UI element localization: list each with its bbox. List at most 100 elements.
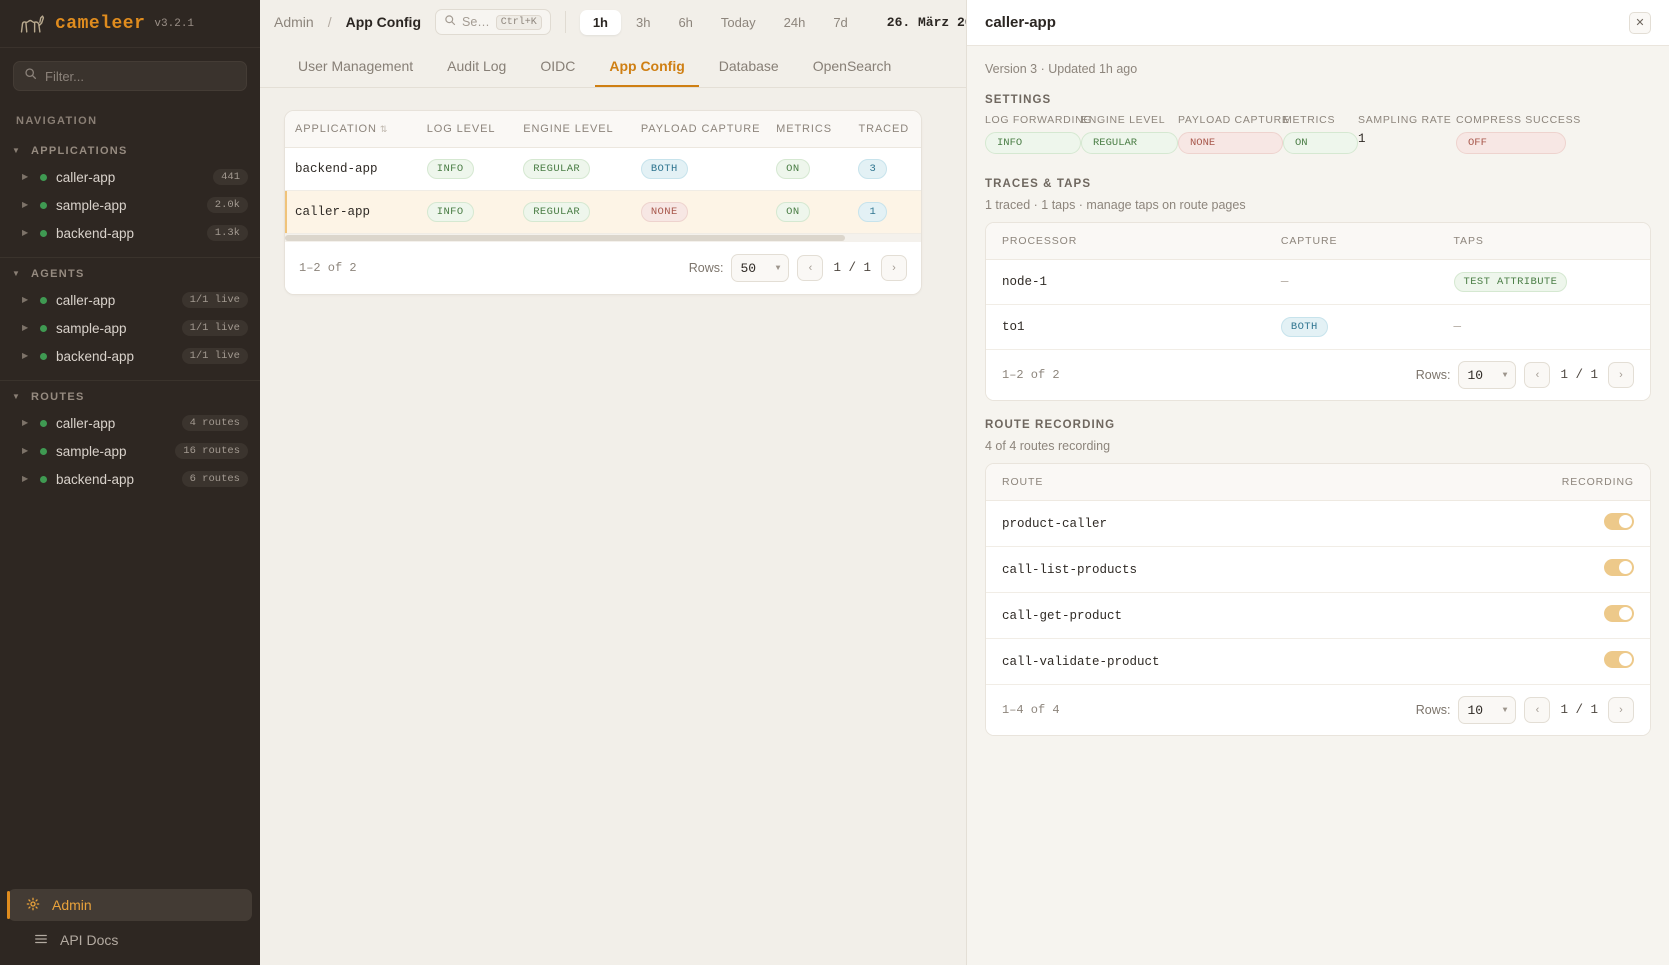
traces-table-footer: 1–2 of 2 Rows: 10 ▼ ‹ 1 / 1 › [986, 350, 1650, 400]
nav-group-routes: ▼ ROUTES ▶ caller-app 4 routes ▶ sample-… [0, 381, 260, 503]
camel-icon [18, 12, 46, 36]
nav-group-header-agents[interactable]: ▼ AGENTS [0, 258, 260, 286]
rows-per-page-value: 50 [740, 260, 757, 276]
prev-page-button[interactable]: ‹ [1524, 697, 1551, 723]
engine-level-badge: REGULAR [523, 159, 591, 179]
recording-toggle[interactable] [1604, 513, 1634, 530]
table-row[interactable]: call-validate-product [986, 638, 1650, 685]
route-recording-panel: ROUTE RECORDING product-caller [985, 463, 1651, 736]
chevron-right-icon: ▶ [22, 295, 29, 304]
sidebar-item-app-sample-app[interactable]: ▶ sample-app 2.0k [0, 191, 260, 219]
sidebar-item-badge: 1/1 live [181, 348, 248, 364]
log-level-badge: INFO [426, 202, 474, 222]
search-icon [24, 67, 37, 85]
next-page-button[interactable]: › [1608, 362, 1634, 388]
nav-group-agents: ▼ AGENTS ▶ caller-app 1/1 live ▶ sample-… [0, 258, 260, 381]
status-dot [40, 173, 47, 181]
page-indicator: 1 / 1 [833, 261, 871, 275]
range-today[interactable]: Today [720, 14, 756, 30]
sidebar-item-admin[interactable]: Admin [7, 889, 252, 921]
sidebar-item-agent-backend-app[interactable]: ▶ backend-app 1/1 live [0, 342, 260, 370]
tab-app-config[interactable]: App Config [595, 50, 699, 87]
sidebar-item-label: caller-app [56, 169, 116, 185]
rows-per-page-select[interactable]: 10 ▼ [1458, 696, 1517, 724]
table-row[interactable]: to1 BOTH — [986, 304, 1650, 350]
col-engine-level[interactable]: ENGINE LEVEL [513, 111, 631, 148]
status-dot [40, 296, 47, 304]
brand[interactable]: cameleer v3.2.1 [0, 0, 260, 48]
sidebar-item-route-sample-app[interactable]: ▶ sample-app 16 routes [0, 437, 260, 465]
chevron-right-icon: ▶ [22, 323, 29, 332]
prev-page-button[interactable]: ‹ [1524, 362, 1551, 388]
cell-metrics: ON [766, 147, 849, 191]
range-7d[interactable]: 7d [833, 14, 848, 30]
col-payload-capture[interactable]: PAYLOAD CAPTURE [630, 111, 767, 148]
traces-section-note: 1 traced · 1 taps · manage taps on route… [985, 198, 1246, 212]
horizontal-scrollbar[interactable] [285, 234, 921, 242]
nav-group-header-routes[interactable]: ▼ ROUTES [0, 381, 260, 409]
nav-group-header-applications[interactable]: ▼ APPLICATIONS [0, 135, 260, 163]
table-row[interactable]: backend-app INFO REGULAR BOTH O [285, 147, 921, 191]
cell-recording [1450, 592, 1650, 639]
table-row[interactable]: call-list-products [986, 546, 1650, 593]
table-row[interactable]: node-1 — TEST ATTRIBUTE [986, 259, 1650, 305]
col-application[interactable]: APPLICATION ⇅ [285, 111, 417, 148]
setting-label: PAYLOAD CAPTURE [1178, 114, 1290, 126]
rows-per-page-label: Rows: [1415, 368, 1451, 382]
sidebar-item-label: backend-app [56, 471, 135, 487]
status-dot [40, 447, 47, 455]
col-processor: PROCESSOR [986, 223, 1265, 260]
table-row[interactable]: product-caller [986, 500, 1650, 547]
sidebar-item-api-docs[interactable]: API Docs [8, 925, 252, 955]
breadcrumb-root[interactable]: Admin [274, 14, 314, 30]
tab-opensearch[interactable]: OpenSearch [812, 58, 892, 74]
global-search[interactable]: Se… Ctrl+K [435, 9, 551, 35]
recording-toggle[interactable] [1604, 651, 1634, 668]
sidebar-item-app-caller-app[interactable]: ▶ caller-app 441 [0, 163, 260, 191]
sidebar-item-label: sample-app [56, 320, 127, 336]
traces-section-title: TRACES & TAPS [985, 178, 1092, 190]
table-row[interactable]: caller-app INFO REGULAR NONE ON [285, 190, 921, 234]
tab-user-management[interactable]: User Management [298, 58, 414, 74]
col-taps[interactable]: TAPS [921, 111, 922, 148]
chevron-down-icon: ▼ [1502, 370, 1508, 380]
tab-audit-log[interactable]: Audit Log [447, 58, 507, 74]
rows-per-page-select[interactable]: 50 ▼ [731, 254, 790, 282]
range-3h[interactable]: 3h [635, 14, 651, 30]
close-icon[interactable]: ✕ [1629, 11, 1651, 34]
setting-label: SAMPLING RATE [1358, 114, 1452, 126]
divider [564, 11, 566, 33]
next-page-button[interactable]: › [881, 255, 907, 281]
sidebar-item-agent-caller-app[interactable]: ▶ caller-app 1/1 live [0, 286, 260, 314]
content-area: APPLICATION ⇅ LOG LEVEL ENGINE LEVEL PAYL… [260, 88, 1669, 965]
tab-database[interactable]: Database [718, 58, 779, 74]
filter-input[interactable] [45, 68, 236, 84]
setting-metrics: METRICS ON [1283, 114, 1358, 154]
rows-per-page-select[interactable]: 10 ▼ [1458, 361, 1517, 389]
tab-oidc[interactable]: OIDC [540, 58, 576, 74]
nav-group-label: APPLICATIONS [31, 145, 128, 157]
prev-page-button[interactable]: ‹ [797, 255, 824, 281]
tap-badge: TEST ATTRIBUTE [1453, 272, 1568, 292]
range-1h[interactable]: 1h [579, 9, 621, 35]
next-page-button[interactable]: › [1608, 697, 1634, 723]
sidebar-item-route-caller-app[interactable]: ▶ caller-app 4 routes [0, 409, 260, 437]
recording-toggle[interactable] [1604, 559, 1634, 576]
rows-per-page-value: 10 [1467, 367, 1484, 383]
cell-recording [1450, 500, 1650, 547]
filter-box[interactable] [13, 61, 247, 91]
sidebar-item-agent-sample-app[interactable]: ▶ sample-app 1/1 live [0, 314, 260, 342]
recording-toggle[interactable] [1604, 605, 1634, 622]
status-dot [40, 201, 47, 209]
cell-processor: to1 [986, 304, 1265, 350]
setting-value-badge: INFO [985, 132, 1081, 154]
range-6h[interactable]: 6h [678, 14, 693, 30]
col-log-level[interactable]: LOG LEVEL [416, 111, 514, 148]
sidebar-item-route-backend-app[interactable]: ▶ backend-app 6 routes [0, 465, 260, 493]
sidebar-item-app-backend-app[interactable]: ▶ backend-app 1.3k [0, 219, 260, 247]
col-traced[interactable]: TRACED [848, 111, 921, 148]
col-metrics[interactable]: METRICS [766, 111, 849, 148]
table-row[interactable]: call-get-product [986, 592, 1650, 639]
range-24h[interactable]: 24h [783, 14, 806, 30]
metrics-badge: ON [776, 159, 810, 179]
